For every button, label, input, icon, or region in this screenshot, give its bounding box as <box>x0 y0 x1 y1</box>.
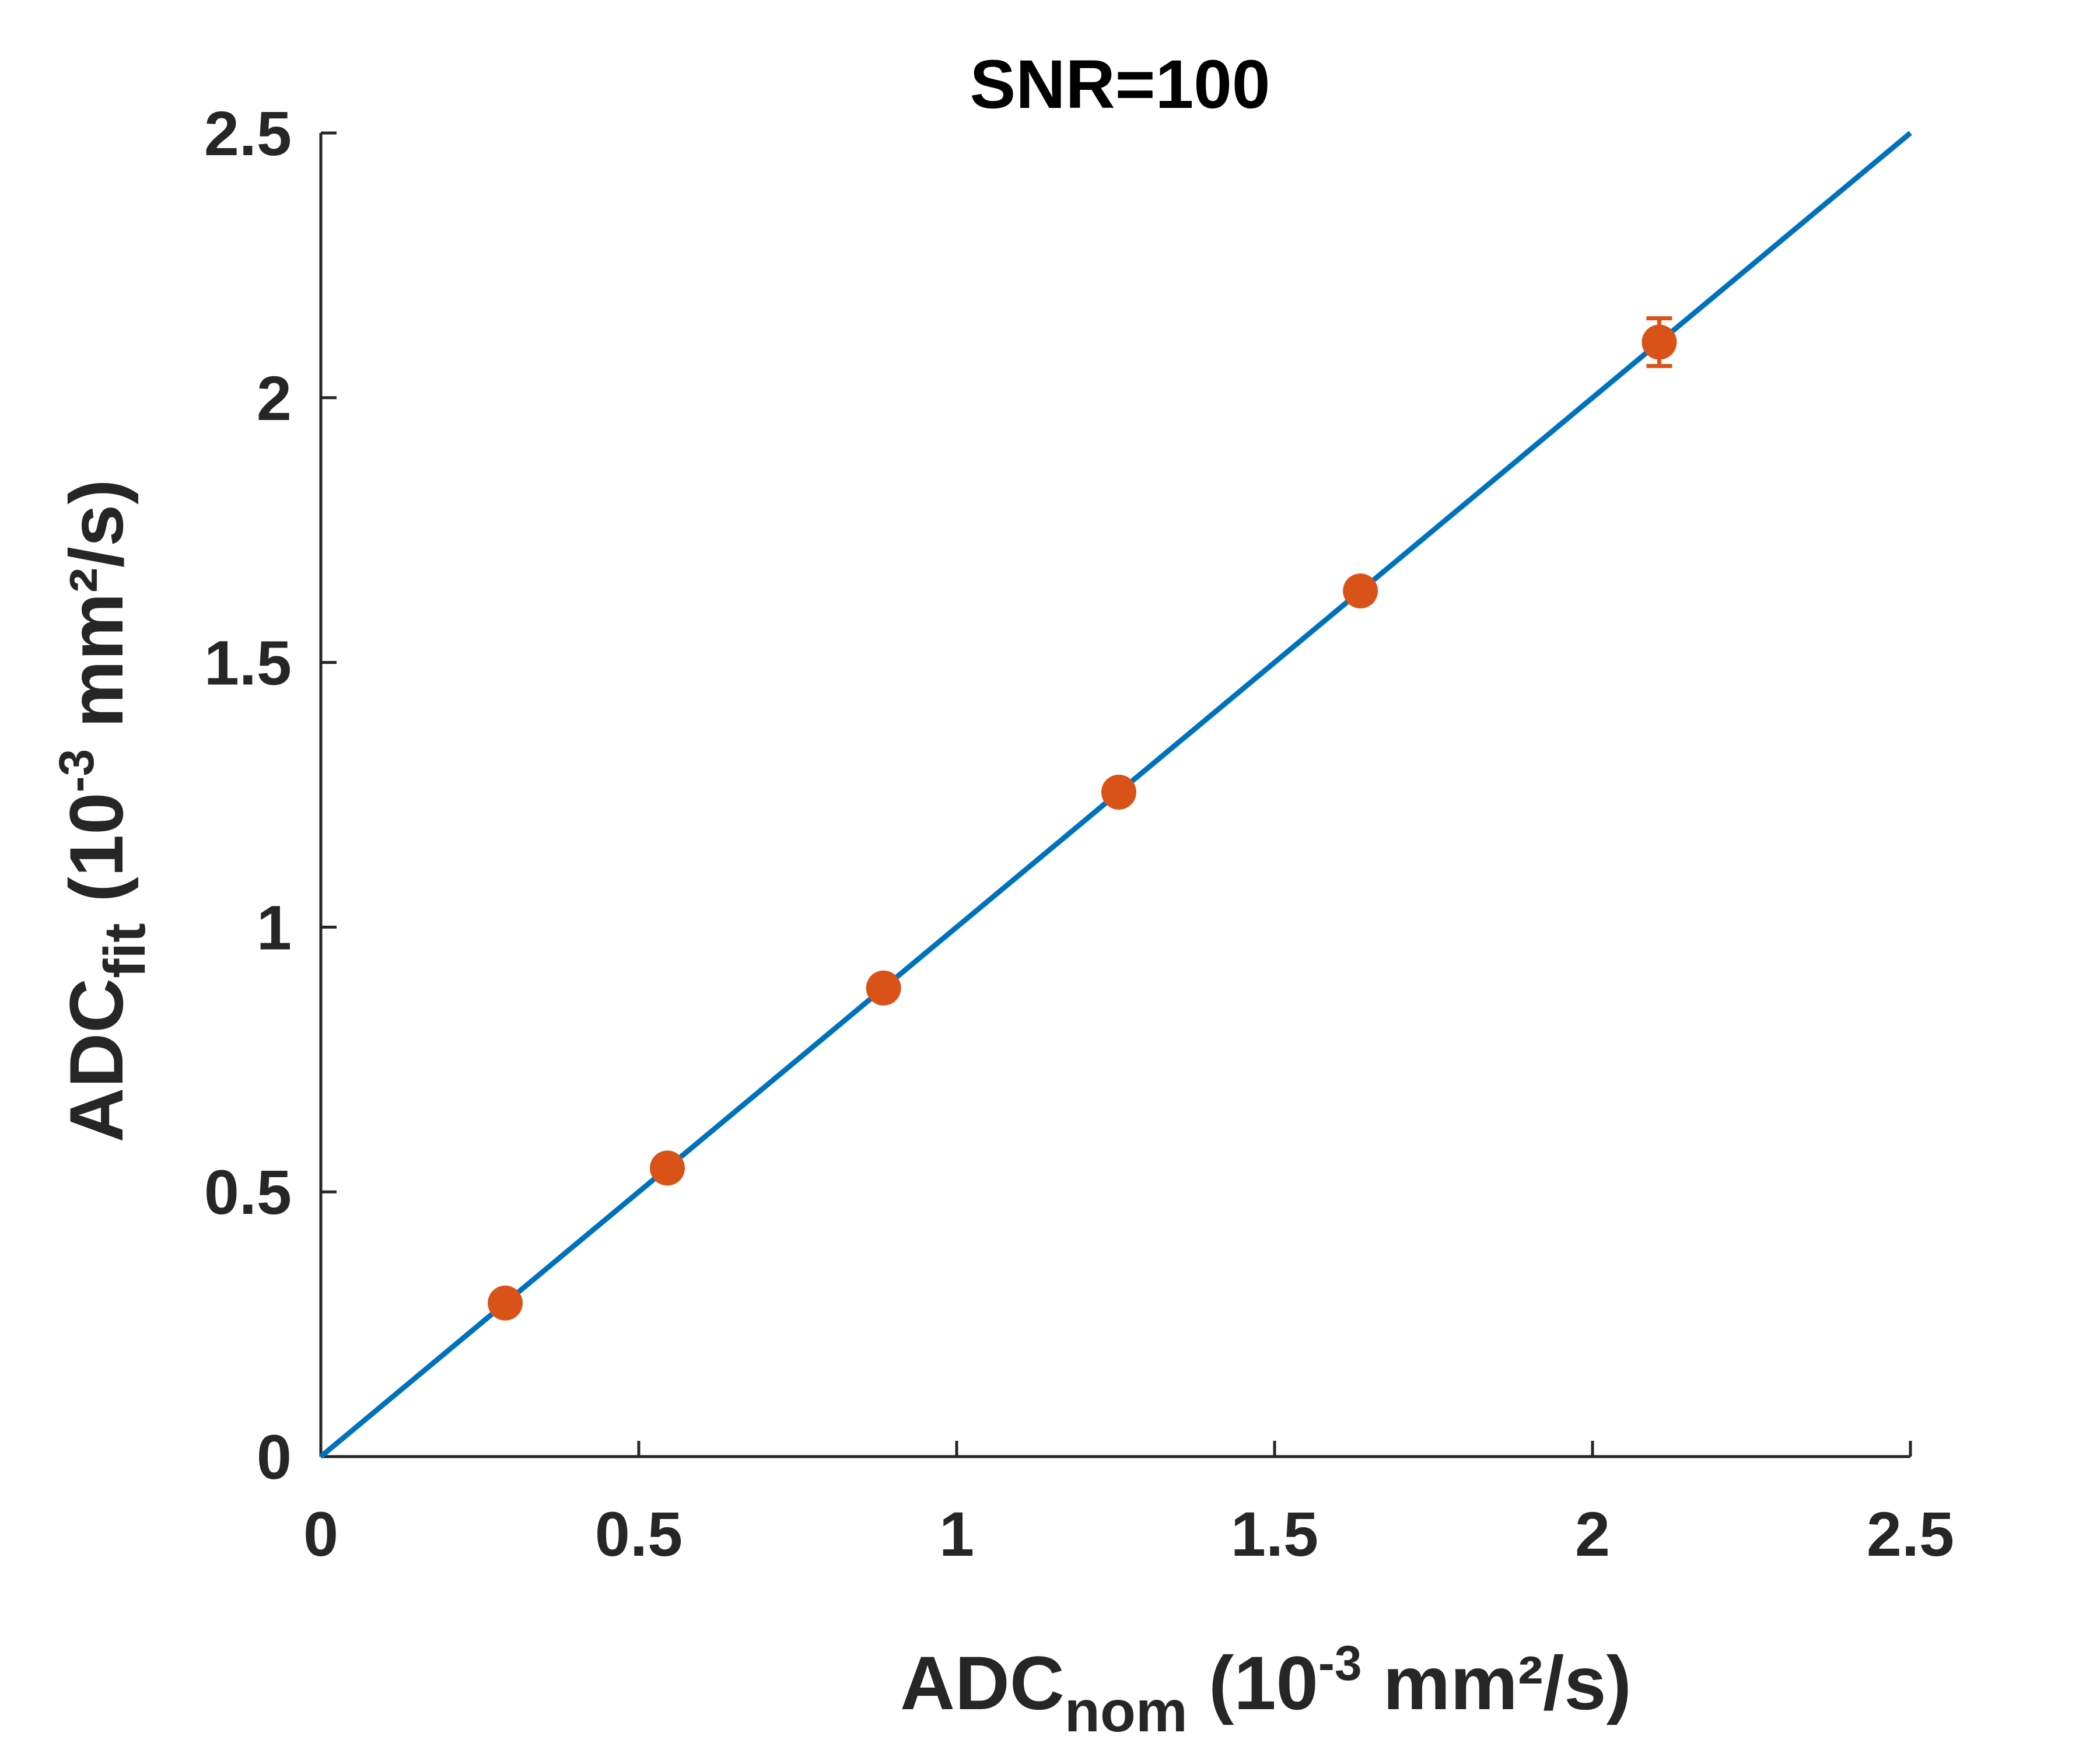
y-axis-label-suffix: mm²/s) <box>54 479 139 748</box>
data-point <box>866 970 901 1006</box>
x-axis-label-subscript: nom <box>1065 1679 1188 1744</box>
data-point-group <box>1101 774 1136 810</box>
data-point-group <box>866 970 901 1006</box>
y-axis-label-main: ADC <box>54 978 139 1143</box>
data-point-group <box>488 1285 523 1321</box>
y-tick-label: 0.5 <box>204 1157 292 1227</box>
x-tick-label: 1 <box>939 1499 974 1569</box>
y-tick-label: 2 <box>257 363 292 433</box>
y-tick-label: 1 <box>257 892 292 963</box>
data-point-group <box>650 1150 685 1186</box>
x-tick-label: 2 <box>1575 1499 1610 1569</box>
x-axis-label-suffix: mm²/s) <box>1362 1640 1632 1726</box>
chart-title: SNR=100 <box>970 46 1270 123</box>
y-ticks: 0 0.5 1 1.5 2 2.5 <box>204 98 337 1492</box>
y-axis-label-superscript: -3 <box>49 749 104 793</box>
x-tick-label: 1.5 <box>1231 1499 1318 1569</box>
data-point <box>1642 324 1677 360</box>
x-tick-label: 2.5 <box>1867 1499 1954 1569</box>
x-tick-label: 0 <box>303 1499 338 1569</box>
y-tick-label: 2.5 <box>204 98 292 169</box>
data-point <box>650 1150 685 1186</box>
data-point <box>1343 573 1378 609</box>
x-axis-label-main: ADC <box>900 1640 1065 1726</box>
y-axis-label-subscript: fit <box>92 923 158 978</box>
y-tick-label: 1.5 <box>204 628 292 698</box>
data-point <box>1101 774 1136 810</box>
x-tick-label: 0.5 <box>595 1499 682 1569</box>
y-axis-label-prefix: (10 <box>54 792 139 923</box>
data-point-group <box>1343 573 1378 609</box>
axes <box>319 133 1910 1458</box>
data-point <box>488 1285 523 1321</box>
x-axis-label-prefix: (10 <box>1188 1640 1318 1726</box>
x-axis-label: ADCnom (10-3 mm²/s) <box>900 1636 1632 1744</box>
y-axis-label: ADCfit (10-3 mm²/s) <box>49 479 158 1142</box>
x-axis-label-superscript: -3 <box>1318 1636 1362 1690</box>
y-tick-label: 0 <box>257 1422 292 1492</box>
x-ticks: 0 0.5 1 1.5 2 2.5 <box>303 1441 1954 1569</box>
plot-series <box>319 131 1912 1459</box>
data-point-group <box>1642 316 1677 368</box>
